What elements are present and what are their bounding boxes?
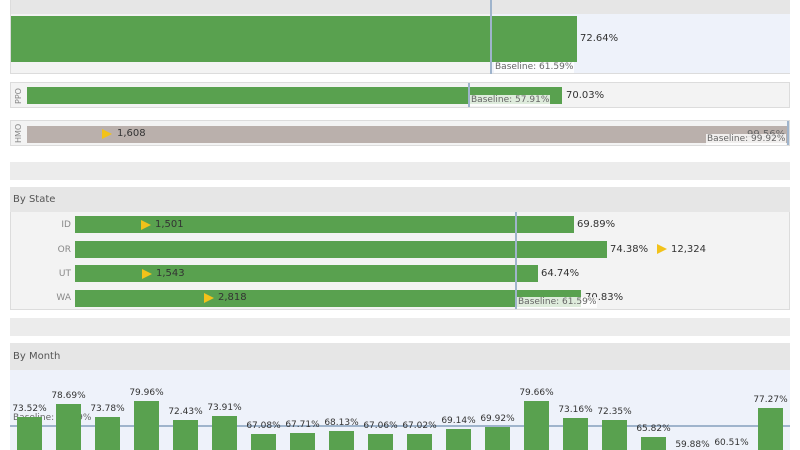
state-marker-id-icon [141, 220, 151, 230]
month-bar[interactable] [368, 434, 393, 450]
by-month-panel: Baseline: 61.59% 73.52% 78.69% 73.78% 79.96… [10, 370, 790, 450]
hmo-baseline-label: Baseline: 99.92% [706, 134, 787, 145]
hmo-count-label: 1,608 [117, 128, 146, 139]
month-value-label: 73.52% [12, 404, 47, 415]
hmo-row-label: HMO [14, 123, 23, 143]
ppo-value-label: 70.03% [566, 90, 605, 101]
month-bar[interactable] [758, 407, 783, 450]
month-bar[interactable] [290, 432, 315, 450]
month-value-label: 68.13% [324, 418, 359, 429]
month-value-label: 60.51% [714, 438, 749, 449]
total-baseline-label: Baseline: 61.59% [494, 62, 575, 73]
by-month-title: By Month [13, 351, 61, 362]
ppo-panel: PPO Baseline: 57.91% 70.03% [10, 82, 790, 108]
month-value-label: 59.88% [675, 439, 710, 450]
month-bar[interactable] [95, 416, 120, 450]
state-marker-wa-icon [204, 293, 214, 303]
state-bar-or[interactable] [75, 241, 607, 258]
month-bar[interactable] [602, 420, 627, 450]
ppo-baseline-line [468, 83, 470, 107]
state-value-wa: 70.83% [585, 292, 624, 303]
month-bar[interactable] [641, 437, 666, 450]
month-bar[interactable] [446, 428, 471, 450]
hmo-marker-icon [102, 129, 112, 139]
month-value-label: 72.35% [597, 407, 632, 418]
total-baseline-line [490, 0, 492, 74]
state-value-id: 69.89% [577, 219, 616, 230]
month-value-label: 67.06% [363, 421, 398, 432]
by-state-title: By State [13, 194, 56, 205]
state-count-ut: 1,543 [156, 268, 185, 279]
hmo-bar[interactable] [27, 126, 787, 143]
state-count-wa: 2,818 [218, 292, 247, 303]
by-state-header: By State [10, 187, 790, 212]
hmo-baseline-line [787, 121, 789, 145]
ppo-baseline-label: Baseline: 57.91% [470, 95, 551, 106]
state-bar-id[interactable] [75, 216, 574, 233]
month-bar[interactable] [563, 418, 588, 450]
month-bar[interactable] [212, 416, 237, 450]
total-bar[interactable] [11, 16, 577, 62]
hmo-panel: HMO 1,608 99.56% Baseline: 99.92% [10, 120, 790, 146]
ppo-row-label: PPO [14, 88, 23, 104]
section-divider-1 [10, 162, 790, 180]
state-bar-ut[interactable] [75, 265, 538, 282]
month-value-label: 67.71% [285, 419, 320, 430]
state-value-or: 74.38% [610, 244, 649, 255]
state-marker-or-icon [657, 244, 667, 254]
state-marker-ut-icon [142, 269, 152, 279]
state-baseline-line [515, 212, 517, 309]
state-bar-wa[interactable] [75, 290, 581, 307]
state-count-id: 1,501 [155, 219, 184, 230]
total-value-label: 72.64% [580, 33, 619, 44]
month-value-label: 65.82% [636, 424, 671, 435]
total-panel: 72.64% Baseline: 61.59% [10, 0, 790, 74]
section-divider-2 [10, 318, 790, 336]
month-bar[interactable] [407, 434, 432, 450]
month-value-label: 78.69% [51, 391, 86, 401]
state-label-id: ID [61, 220, 71, 230]
month-bar[interactable] [134, 400, 159, 450]
month-bar[interactable] [17, 417, 42, 450]
state-label-ut: UT [58, 269, 71, 279]
ppo-bar[interactable] [27, 87, 562, 104]
month-value-label: 67.02% [402, 421, 437, 432]
state-label-or: OR [57, 245, 71, 255]
month-bar[interactable] [524, 401, 549, 450]
month-value-label: 73.16% [558, 405, 593, 416]
total-panel-header-strip [11, 0, 790, 14]
by-month-header: By Month [10, 343, 790, 370]
month-bar[interactable] [173, 420, 198, 450]
state-baseline-label: Baseline: 61.59% [517, 297, 598, 308]
state-count-or: 12,324 [671, 244, 706, 255]
month-value-label: 77.27% [753, 394, 788, 405]
state-value-ut: 64.74% [541, 268, 580, 279]
month-value-label: 79.96% [129, 387, 164, 398]
month-bar[interactable] [56, 404, 81, 450]
month-value-label: 79.66% [519, 388, 554, 399]
state-label-wa: WA [56, 293, 71, 303]
month-value-label: 69.14% [441, 415, 476, 426]
month-value-label: 69.92% [480, 413, 515, 424]
month-value-label: 73.78% [90, 403, 125, 414]
month-baseline-label: Baseline: 61.59% [13, 413, 92, 423]
month-bar[interactable] [329, 431, 354, 450]
month-bar[interactable] [485, 426, 510, 450]
month-value-label: 67.08% [246, 421, 281, 432]
month-value-label: 73.91% [207, 403, 242, 414]
month-bar[interactable] [251, 434, 276, 450]
month-baseline-line [10, 425, 790, 427]
month-value-label: 72.43% [168, 407, 203, 418]
by-state-panel: ID 1,501 69.89% OR 74.38% 12,324 UT 1,54… [10, 212, 790, 310]
